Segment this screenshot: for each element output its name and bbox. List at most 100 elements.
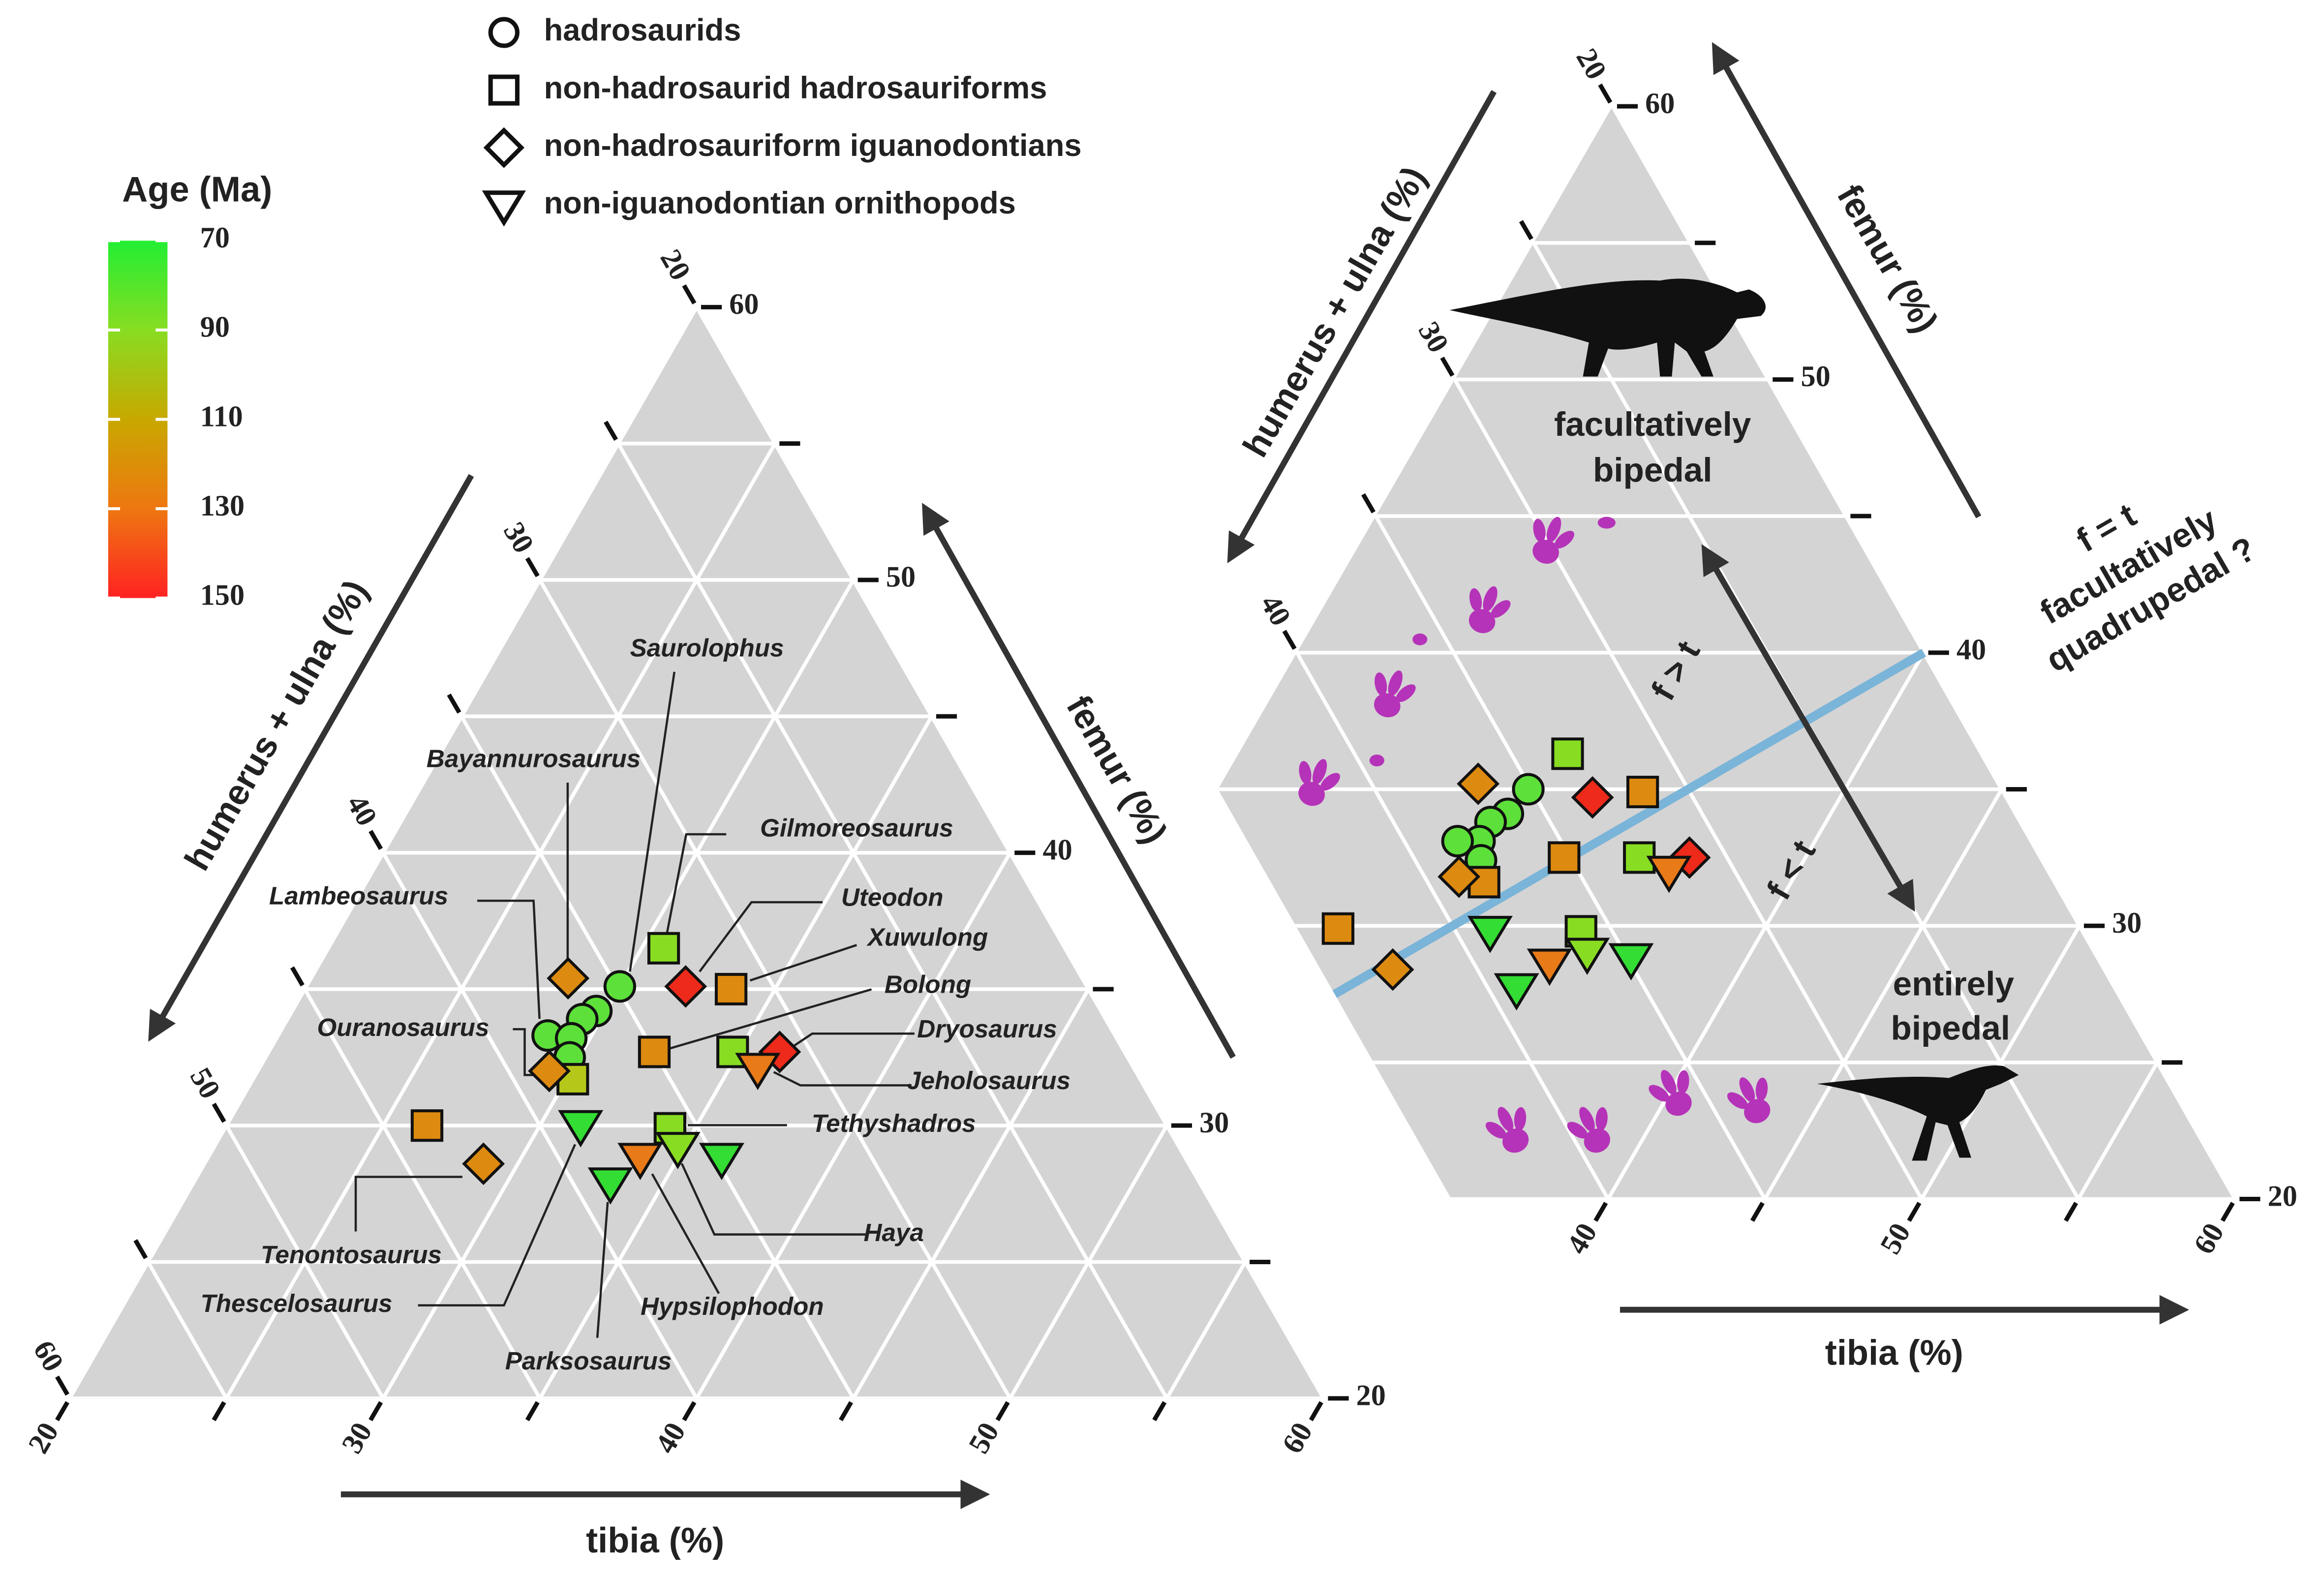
point-label: Thescelosaurus — [201, 1289, 393, 1317]
axis-label: femur (%) — [1829, 178, 1945, 339]
tick-label: 40 — [1042, 833, 1072, 866]
tick-label: 50 — [886, 561, 916, 594]
tick-label: 30 — [1199, 1106, 1229, 1139]
arrow — [922, 503, 1236, 1059]
point — [655, 1132, 701, 1169]
tick-label: 50 — [962, 1417, 1006, 1458]
silhouettes — [1449, 278, 2019, 1161]
tick — [290, 966, 305, 987]
colorbar-tick-label: 130 — [200, 489, 245, 522]
tick-label: 20 — [1569, 43, 1613, 85]
point-label: Lambeosaurus — [269, 882, 448, 910]
tick-label: 60 — [2187, 1217, 2231, 1259]
tick-label: 20 — [1356, 1379, 1386, 1412]
point-label: Dryosaurus — [917, 1015, 1057, 1043]
point-label: Hypsilophodon — [641, 1292, 824, 1320]
tick — [447, 693, 461, 714]
point-label: Xuwulong — [866, 923, 988, 951]
annotation: entirely — [1893, 965, 2015, 1003]
tick-label: 60 — [27, 1335, 70, 1377]
tick — [1440, 357, 1455, 377]
tick — [2064, 1202, 2079, 1222]
tick — [1309, 1401, 1323, 1422]
legend-label: non-hadrosaurid hadrosauriforms — [544, 71, 1047, 105]
tick — [682, 284, 697, 304]
point — [647, 932, 680, 965]
tick-label: 30 — [497, 517, 540, 558]
tick — [682, 1401, 697, 1422]
tick — [55, 1375, 69, 1396]
tick — [525, 557, 540, 577]
tick-label: 40 — [340, 790, 383, 831]
tick-label: 40 — [1254, 589, 1297, 631]
annotation: bipedal — [1891, 1009, 2011, 1047]
colorbar-tick-label: 150 — [200, 579, 245, 612]
tick — [1152, 1401, 1167, 1422]
point — [1467, 915, 1513, 953]
grid-line — [2077, 1061, 2159, 1199]
grid-line — [303, 988, 542, 1398]
annotation: bipedal — [1593, 451, 1712, 489]
tick — [1907, 1202, 1922, 1222]
point-label: Parksosaurus — [505, 1347, 672, 1375]
point-label: Bolong — [885, 971, 971, 999]
tick — [995, 1401, 1010, 1422]
point — [1548, 841, 1581, 874]
point — [1512, 773, 1545, 806]
point — [617, 1143, 663, 1181]
tick — [1361, 493, 1376, 514]
point — [1494, 973, 1539, 1011]
grid-line — [224, 442, 777, 1398]
axis-label: humerus + ulna (%) — [177, 574, 376, 877]
point-label: Ouranosaurus — [317, 1013, 489, 1041]
point-label: Haya — [863, 1218, 923, 1246]
tick-label: 50 — [1874, 1217, 1917, 1259]
legend-label: non-hadrosauriform iguanodontians — [544, 128, 1082, 163]
tick-label: 40 — [1560, 1217, 1604, 1259]
point — [462, 1142, 505, 1185]
point — [714, 972, 748, 1005]
tick-label: 60 — [1645, 87, 1675, 120]
tick — [839, 1401, 853, 1422]
point — [1437, 855, 1481, 898]
tick-label: 20 — [2268, 1180, 2297, 1213]
grid-line — [224, 1124, 385, 1398]
tick-label: 60 — [729, 288, 759, 321]
point — [1371, 948, 1414, 991]
point-label: Tenontosaurus — [261, 1241, 442, 1269]
point — [735, 1053, 781, 1091]
point-label: Bayannurosaurus — [427, 745, 641, 773]
grid-line — [695, 307, 1324, 1398]
tick-label: 50 — [183, 1062, 227, 1104]
tick-label: 30 — [336, 1417, 379, 1458]
tick — [55, 1401, 69, 1422]
tick-label: 40 — [649, 1417, 692, 1458]
tick — [1282, 630, 1297, 650]
tick — [368, 1401, 383, 1422]
axis-label: humerus + ulna (%) — [1235, 160, 1434, 463]
colorbar-tick-label: 110 — [200, 400, 243, 433]
point-label: Jeholosaurus — [907, 1066, 1070, 1094]
tick — [2220, 1202, 2235, 1222]
grid-line — [538, 579, 1012, 1398]
tick-label: 60 — [1276, 1417, 1319, 1458]
grid-line — [852, 988, 1090, 1398]
annotation: facultatively — [1554, 405, 1751, 443]
grid-line — [381, 851, 699, 1398]
point — [1608, 943, 1654, 981]
grid-line — [616, 442, 1169, 1398]
point — [482, 190, 526, 227]
point-label: Uteodon — [841, 883, 944, 912]
tick-label: 40 — [1957, 634, 1986, 667]
arrow — [1227, 90, 1497, 564]
point — [699, 1143, 744, 1181]
arrow — [148, 474, 474, 1042]
point-label: Tethyshadros — [812, 1109, 976, 1137]
point — [1626, 776, 1659, 809]
tick-label: 20 — [654, 244, 697, 286]
footprints — [1284, 509, 1784, 1162]
point — [483, 127, 524, 168]
arrow — [1712, 42, 1982, 518]
colorbar-tick-label: 90 — [200, 311, 230, 344]
